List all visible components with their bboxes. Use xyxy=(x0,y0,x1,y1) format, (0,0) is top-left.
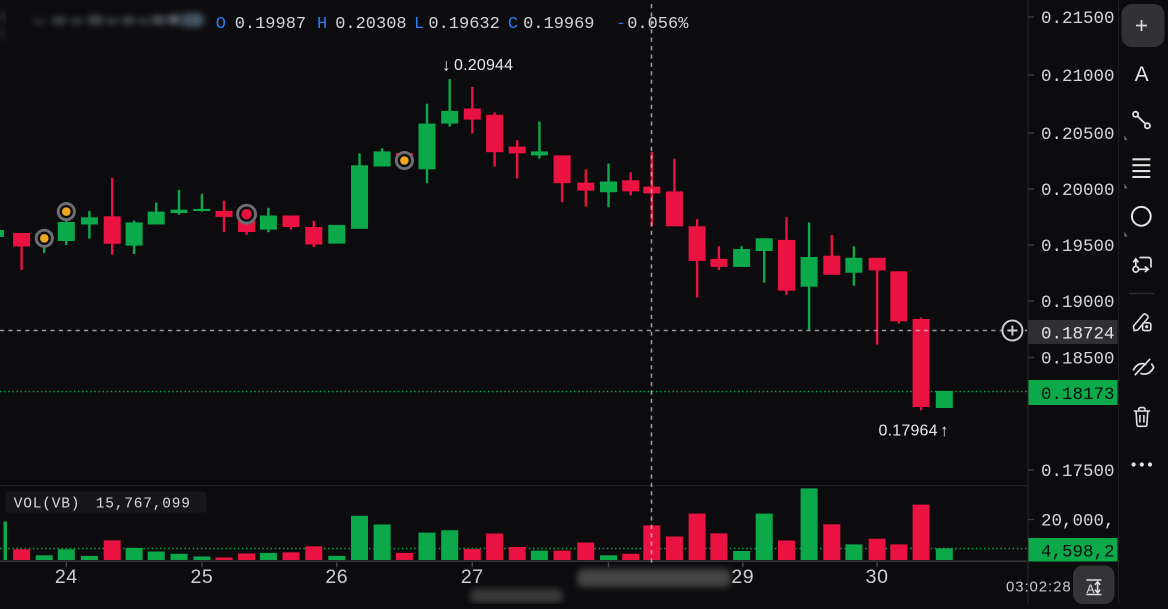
svg-text:↓: ↓ xyxy=(442,56,451,75)
svg-text:24: 24 xyxy=(55,566,78,588)
svg-text:4,598,2: 4,598,2 xyxy=(1041,543,1115,563)
svg-text:O: O xyxy=(216,15,226,34)
svg-text:26: 26 xyxy=(325,566,348,588)
svg-text:29: 29 xyxy=(731,566,754,588)
svg-text:0.20944: 0.20944 xyxy=(454,57,513,74)
svg-text:0.056%: 0.056% xyxy=(627,15,689,34)
svg-text:0.21500: 0.21500 xyxy=(1041,9,1115,29)
svg-text:0.20308: 0.20308 xyxy=(335,15,406,34)
svg-text:15,767,099: 15,767,099 xyxy=(96,497,191,513)
svg-text:VOL(VB): VOL(VB) xyxy=(14,497,81,513)
svg-text:25: 25 xyxy=(190,566,213,588)
svg-text:0.18724: 0.18724 xyxy=(1041,324,1115,344)
svg-text:0.21000: 0.21000 xyxy=(1041,67,1115,87)
svg-text:L: L xyxy=(414,15,424,34)
svg-text:03:02:28: 03:02:28 xyxy=(1006,579,1072,596)
svg-text:A: A xyxy=(1087,582,1095,596)
svg-text:27: 27 xyxy=(461,566,484,588)
svg-text:C: C xyxy=(508,15,518,34)
svg-text:0.17964: 0.17964 xyxy=(879,422,938,439)
svg-text:0.19500: 0.19500 xyxy=(1041,237,1115,257)
svg-text:30: 30 xyxy=(866,566,889,588)
svg-text:A: A xyxy=(1135,63,1149,86)
svg-text:0.20000: 0.20000 xyxy=(1041,181,1115,201)
svg-text:↑: ↑ xyxy=(940,421,949,440)
svg-text:0.17500: 0.17500 xyxy=(1041,462,1115,482)
svg-text:0.18500: 0.18500 xyxy=(1041,350,1115,370)
svg-text:0.19000: 0.19000 xyxy=(1041,293,1115,313)
svg-text:-: - xyxy=(616,15,626,34)
svg-text:0.19632: 0.19632 xyxy=(428,15,499,34)
svg-text:20,000,: 20,000, xyxy=(1041,512,1115,532)
svg-text:0.20500: 0.20500 xyxy=(1041,125,1115,145)
svg-text:0.19969: 0.19969 xyxy=(523,15,594,34)
svg-text:0.18173: 0.18173 xyxy=(1041,385,1115,405)
svg-text:H: H xyxy=(317,15,327,34)
svg-text:0.19987: 0.19987 xyxy=(235,15,306,34)
